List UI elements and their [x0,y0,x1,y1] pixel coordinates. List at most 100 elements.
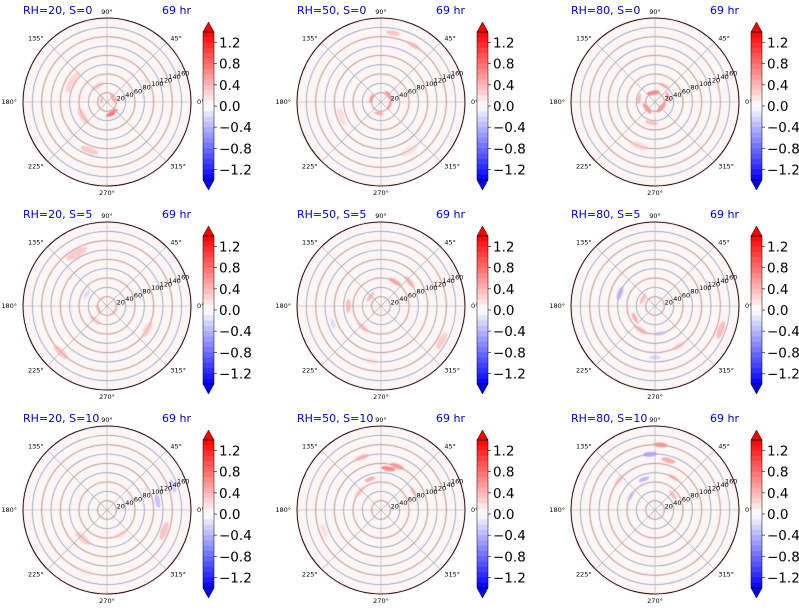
theta-tick-label: 270° [373,393,389,401]
r-tick-label: 80 [690,492,698,500]
colorbar-bin [203,116,214,123]
colorbar-bin [477,127,488,133]
colorbar-bin [477,310,488,316]
colorbar-bin [203,466,214,473]
colorbar-bin [203,540,214,547]
colorbar-bin [477,325,488,332]
theta-gridline [321,450,382,511]
colorbar-bin [203,84,214,91]
theta-tick-label: 45° [718,443,730,451]
colorbar-bin [477,241,488,247]
colorbar-bin [751,582,762,589]
r-tick-label: 160 [725,69,737,77]
data-cell [716,321,726,339]
theta-tick-label: 90° [649,212,661,220]
panel-time: 69 hr [436,412,465,425]
r-tick-label: 40 [673,499,681,507]
colorbar-bin [477,378,488,385]
colorbar-bin [203,74,214,80]
data-cell [639,294,647,304]
colorbar-bin [477,471,488,478]
colorbar: 1.2 0.8 0.4 0.0 −0.4 −0.8 −1.2 [750,225,799,395]
theta-tick-label: 90° [649,8,661,16]
r-tick-label: 160 [451,477,463,485]
r-tick-label: 20 [665,94,673,102]
theta-tick-label: 180° [275,302,291,310]
data-cell [154,494,161,508]
theta-gridline [106,450,167,511]
polar-frame [22,425,192,595]
colorbar-extend-min [750,587,763,599]
colorbar-bin [477,246,488,253]
r-tick-label: 100 [425,284,437,292]
colorbar-bin [477,514,488,520]
colorbar-bin [203,69,214,75]
colorbar-bin [477,74,488,80]
colorbar-tick-label: 1.2 [219,444,240,460]
colorbar-bin [203,487,214,494]
theta-tick-label: 180° [275,98,291,106]
colorbar-tick-label: −1.2 [767,570,799,586]
colorbar-extend-max [476,21,489,33]
colorbar-bin [751,288,762,295]
colorbar-bin [203,471,214,478]
colorbar-bin [751,368,762,374]
r-tick-label: 100 [151,488,163,496]
colorbar-bin [477,304,488,311]
data-cell [80,145,99,155]
colorbar-bin [751,487,762,494]
colorbar-tick-label: 0.8 [219,261,240,277]
colorbar-tick-label: −0.4 [219,120,252,136]
data-cell [384,90,393,100]
data-cell [169,479,177,493]
data-cell [386,30,401,36]
r-tick-label: 160 [451,69,463,77]
polar-frame [296,221,466,391]
colorbar-tick-label: 0.0 [493,303,514,319]
data-cell [661,457,676,464]
colorbar-bin [477,577,488,584]
colorbar-bin [751,158,762,165]
colorbar-bin [477,37,488,43]
colorbar-bin [477,283,488,290]
colorbar-bin [203,461,214,467]
colorbar-tick-label: −0.4 [493,324,526,340]
colorbar-bin [477,32,488,38]
theta-tick-label: 315° [170,162,186,170]
colorbar-bin [477,158,488,165]
r-tick-label: 40 [399,499,407,507]
theta-tick-label: 0° [745,302,752,310]
colorbar-bin [477,320,488,327]
colorbar-bin [203,498,214,504]
colorbar-bin [203,169,214,176]
colorbar-tick-label: 0.4 [493,282,514,298]
colorbar-bin [751,572,762,578]
colorbar-bin [477,121,488,128]
theta-tick-label: 0° [471,506,478,514]
theta-gridline [380,101,441,162]
colorbar-bin [751,357,762,364]
r-tick-label: 140 [168,481,180,489]
theta-tick-label: 0° [471,302,478,310]
colorbar-bin [751,320,762,327]
colorbar-bin [203,445,214,451]
colorbar-tick-label: 0.8 [767,261,788,277]
colorbar-bin [751,378,762,385]
colorbar-bin [477,299,488,306]
colorbar-bin [477,278,488,284]
colorbar-bin [477,42,488,49]
data-cell [330,318,336,329]
r-tick-label: 160 [725,477,737,485]
colorbar-bin [477,373,488,380]
colorbar-bin [203,503,214,510]
polar-frame [22,17,192,187]
data-cell [642,103,652,114]
r-tick-label: 120 [160,485,172,493]
colorbar-extend-min [202,383,215,395]
colorbar-bin [203,288,214,295]
theta-gridline [106,305,167,366]
colorbar-tick-label: −0.8 [219,549,252,565]
r-tick-label: 140 [716,73,728,81]
colorbar-bin [477,148,488,154]
colorbar-bin [751,310,762,316]
